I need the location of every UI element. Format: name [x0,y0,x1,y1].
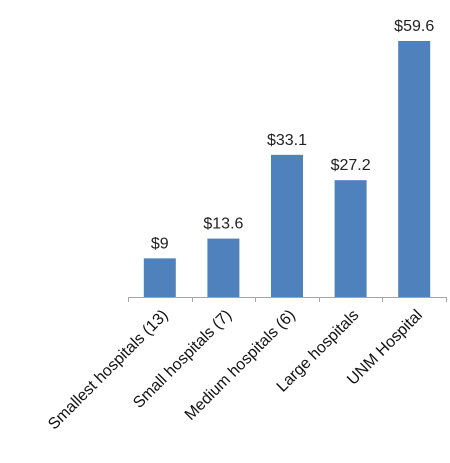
data-labels-group: $9 $13.6 $33.1 $27.2 $59.6 [151,18,434,252]
data-label: $9 [151,235,169,252]
x-axis-ticks-group [128,297,447,302]
bar [207,238,240,297]
bar [398,41,431,297]
data-label: $27.2 [331,157,371,174]
bars-group [143,41,431,297]
data-label: $33.1 [267,132,307,149]
data-label: $13.6 [203,216,243,233]
bar [143,258,176,297]
x-axis-tick-labels-group: Smallest hospitals (13)Small hospitals (… [45,307,426,433]
bar [334,180,367,297]
data-label: $59.6 [394,18,434,35]
x-tick-label: Smallest hospitals (13) [45,307,171,433]
bar [271,154,303,297]
x-tick-label: Medium hospitals (6) [182,307,299,424]
